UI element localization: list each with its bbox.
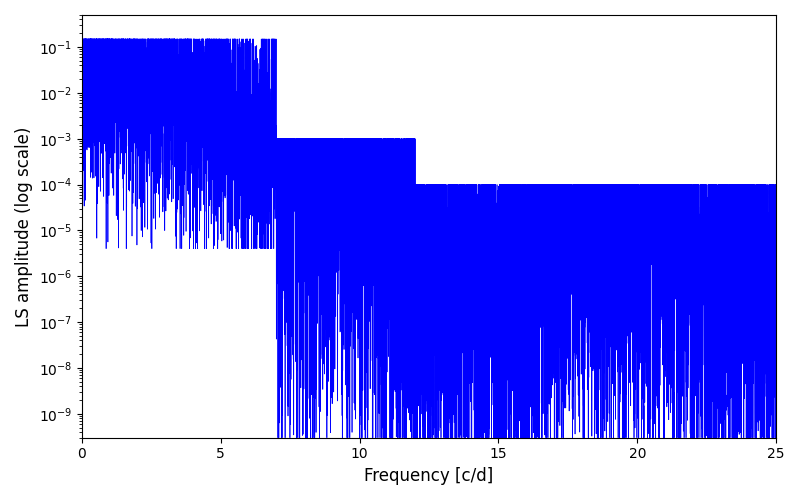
Y-axis label: LS amplitude (log scale): LS amplitude (log scale) — [15, 126, 33, 326]
X-axis label: Frequency [c/d]: Frequency [c/d] — [364, 467, 494, 485]
